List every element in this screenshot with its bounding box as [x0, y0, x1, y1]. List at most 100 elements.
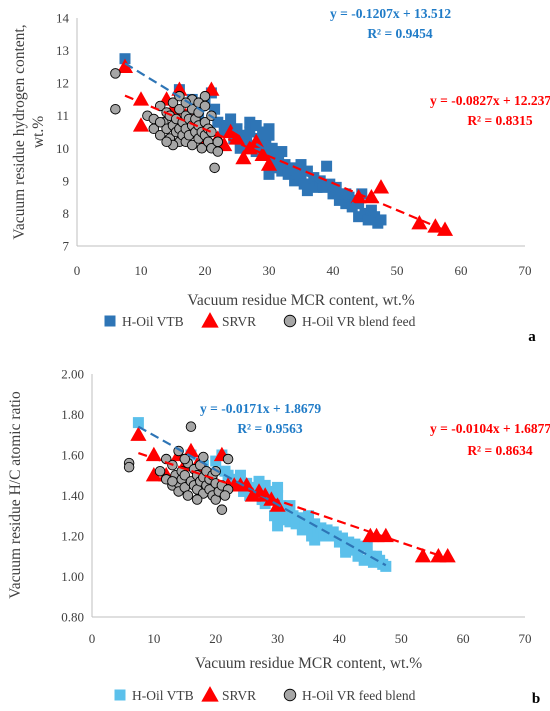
data-point: [317, 181, 329, 193]
data-point: [296, 524, 308, 536]
data-point: [110, 103, 121, 115]
y-tick-label: 1.00: [61, 569, 84, 584]
data-point: [234, 142, 246, 154]
y-tick-label: 9: [63, 173, 70, 188]
y-tick-label: 7: [63, 239, 70, 254]
legend-marker: [283, 688, 297, 702]
legend-item-h-oil-vr-feed-blend: H-Oil VR feed blend: [283, 688, 416, 703]
data-point: [132, 117, 150, 132]
data-point: [209, 162, 220, 174]
trendline-equation: y = -0.1207x + 13.512: [330, 6, 451, 21]
data-point: [356, 188, 368, 200]
data-point: [350, 188, 367, 204]
legend-item-h-oil-vr-blend-feed: H-Oil VR blend feed: [283, 314, 416, 329]
y-tick-label: 1.80: [61, 407, 84, 422]
data-point: [363, 188, 380, 204]
data-point: [257, 126, 269, 138]
data-point: [154, 116, 166, 128]
x-tick-label: 50: [395, 631, 408, 646]
data-point: [260, 156, 278, 171]
y-tick-label: 14: [56, 11, 70, 26]
data-point: [439, 548, 456, 563]
data-point: [315, 522, 327, 534]
x-tick-label: 40: [333, 631, 346, 646]
x-tick-label: 30: [263, 263, 276, 278]
data-point: [225, 113, 237, 125]
data-point: [222, 453, 234, 465]
x-tick-label: 60: [455, 263, 468, 278]
data-point: [298, 178, 310, 190]
x-tick-label: 20: [209, 631, 222, 646]
data-point: [110, 68, 121, 79]
data-point: [284, 516, 296, 528]
data-point: [346, 544, 358, 556]
data-point: [182, 442, 200, 458]
data-point: [182, 490, 194, 501]
data-point: [279, 159, 291, 171]
y-axis-label: Vacuum residue hydrogen content, wt.%: [11, 24, 47, 239]
data-point: [212, 146, 224, 157]
data-point: [276, 146, 288, 158]
data-point: [364, 550, 376, 562]
data-point: [191, 494, 203, 505]
data-point: [130, 426, 147, 441]
data-point: [272, 520, 284, 532]
legend-item-srvr: SRVR: [201, 312, 256, 329]
data-point: [154, 130, 166, 141]
data-point: [311, 181, 323, 193]
y-tick-label: 8: [63, 206, 70, 221]
data-point: [132, 91, 150, 106]
data-point: [212, 136, 224, 148]
legend-marker: [283, 314, 297, 328]
data-point: [301, 165, 313, 177]
data-point: [321, 524, 333, 536]
data-point: [340, 188, 352, 200]
data-point: [414, 548, 431, 563]
legend-label: SRVR: [222, 314, 256, 329]
legend-item-h-oil-vtb: H-Oil VTB: [114, 688, 194, 703]
data-point: [219, 490, 231, 501]
data-point: [282, 168, 294, 180]
data-point: [359, 207, 371, 219]
data-point: [365, 204, 377, 216]
y-axis-label: Vacuum residue H/C atomic ratio: [7, 391, 24, 599]
trendline-equation: y = -0.0827x + 12.237: [430, 93, 550, 108]
data-point: [411, 215, 428, 230]
data-point: [340, 198, 352, 210]
data-point: [290, 518, 302, 530]
data-point: [318, 530, 330, 542]
data-point: [340, 546, 352, 558]
data-point: [337, 532, 349, 544]
data-point: [436, 221, 454, 236]
x-tick-label: 10: [135, 263, 148, 278]
trendline-h-oil-vtb: [124, 62, 382, 222]
data-point: [179, 453, 191, 465]
data-point: [161, 136, 172, 148]
data-point: [305, 178, 317, 190]
legend-label: SRVR: [222, 688, 256, 703]
data-point: [199, 100, 211, 112]
y-tick-label: 11: [56, 108, 69, 123]
data-point: [327, 188, 339, 200]
x-tick-label: 30: [271, 631, 284, 646]
data-point: [116, 58, 134, 73]
data-point: [309, 518, 321, 530]
data-point: [263, 168, 275, 180]
series-h-oil-vr-blend-feed: [110, 68, 224, 174]
data-point: [179, 470, 191, 481]
data-point: [218, 126, 230, 138]
trendline-equation: y = -0.0104x + 1.6877: [430, 421, 550, 436]
data-point: [160, 453, 172, 465]
legend-label: H-Oil VTB: [132, 688, 194, 703]
data-point: [361, 540, 373, 552]
data-point: [222, 469, 234, 481]
data-point: [272, 481, 284, 493]
y-tick-label: 0.80: [61, 610, 84, 625]
data-point: [272, 490, 284, 501]
data-point: [353, 211, 365, 223]
data-point: [244, 126, 256, 138]
data-point: [303, 522, 314, 534]
data-point: [263, 123, 275, 135]
data-point: [260, 139, 272, 151]
